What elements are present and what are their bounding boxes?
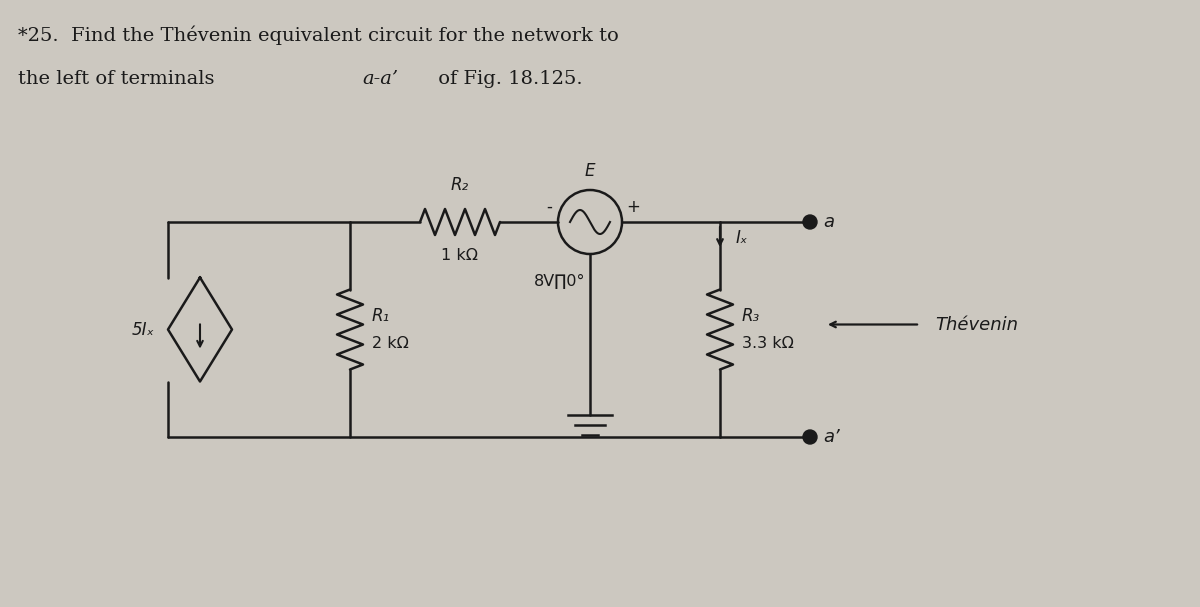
Circle shape — [803, 215, 817, 229]
Text: a: a — [823, 213, 834, 231]
Text: R₂: R₂ — [451, 176, 469, 194]
Text: a-a’: a-a’ — [362, 70, 398, 88]
Text: E: E — [584, 162, 595, 180]
Text: 8V∏0°: 8V∏0° — [534, 274, 586, 289]
Text: R₃: R₃ — [742, 307, 760, 325]
Circle shape — [803, 430, 817, 444]
Text: R₁: R₁ — [372, 307, 390, 325]
Text: +: + — [626, 198, 640, 216]
Text: Iₓ: Iₓ — [736, 229, 749, 247]
Text: 1 kΩ: 1 kΩ — [442, 248, 479, 263]
Text: -: - — [546, 198, 552, 216]
Text: 3.3 kΩ: 3.3 kΩ — [742, 336, 794, 351]
Text: 5Iₓ: 5Iₓ — [132, 320, 155, 339]
Text: Thévenin: Thévenin — [935, 316, 1018, 333]
Text: of Fig. 18.125.: of Fig. 18.125. — [432, 70, 583, 88]
Text: *25.  Find the Thévenin equivalent circuit for the network to: *25. Find the Thévenin equivalent circui… — [18, 25, 619, 45]
Text: 2 kΩ: 2 kΩ — [372, 336, 409, 351]
Text: a’: a’ — [823, 428, 840, 446]
Text: the left of terminals: the left of terminals — [18, 70, 221, 88]
